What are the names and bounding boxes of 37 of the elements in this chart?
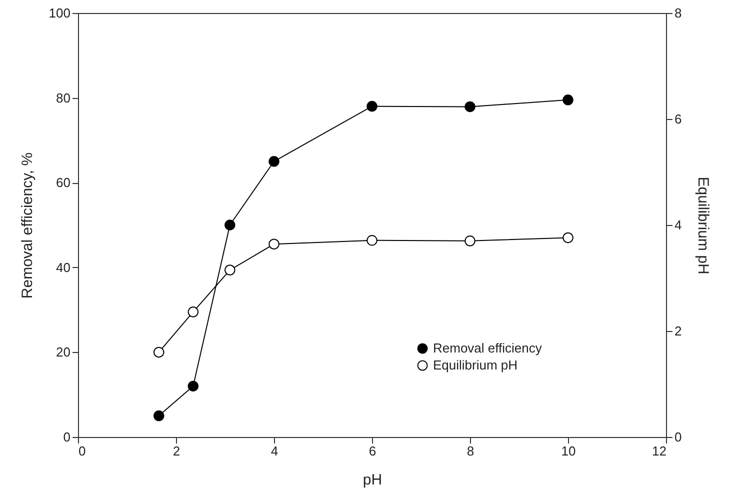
y2-tick-label: 0: [674, 430, 682, 444]
x-tick-label: 4: [270, 444, 278, 458]
y2-tick-label: 8: [674, 6, 682, 20]
x-tick-label: 8: [466, 444, 474, 458]
point: [268, 156, 280, 167]
point: [188, 306, 199, 318]
point: [366, 100, 378, 112]
x-tick-label: 12: [652, 444, 666, 458]
point: [224, 220, 236, 230]
y-tick-label: 60: [56, 175, 70, 190]
legend-label: Equilibrium pH: [433, 358, 518, 372]
point: [188, 380, 199, 392]
y2-tick-label: 4: [674, 218, 682, 232]
legend-label: Removal efficiency: [433, 340, 542, 356]
y-tick-label: 0: [63, 430, 70, 444]
point: [366, 235, 378, 246]
x-tick-label: 6: [368, 444, 376, 458]
point: [562, 232, 574, 244]
point: [464, 101, 476, 112]
y-tick-label: 20: [56, 344, 70, 360]
point: [224, 264, 236, 276]
point: [464, 236, 476, 246]
x-tick-label: 2: [172, 444, 180, 458]
x-tick-label: 0: [78, 444, 86, 458]
x-axis-title: pH: [362, 472, 382, 488]
point: [268, 238, 280, 250]
point: [153, 346, 164, 358]
point: [562, 94, 574, 106]
x-tick-label: 10: [561, 444, 576, 458]
point: [153, 410, 164, 422]
y-tick-label: 100: [48, 6, 70, 20]
y-tick-label: 80: [56, 90, 70, 106]
y-axis-title: Removal efficiency, %: [18, 152, 36, 299]
y2-axis-title: Equilibrium pH: [694, 176, 712, 274]
y2-tick-label: 2: [674, 324, 682, 338]
y-tick-label: 40: [56, 260, 70, 275]
y2-tick-label: 6: [674, 112, 682, 126]
